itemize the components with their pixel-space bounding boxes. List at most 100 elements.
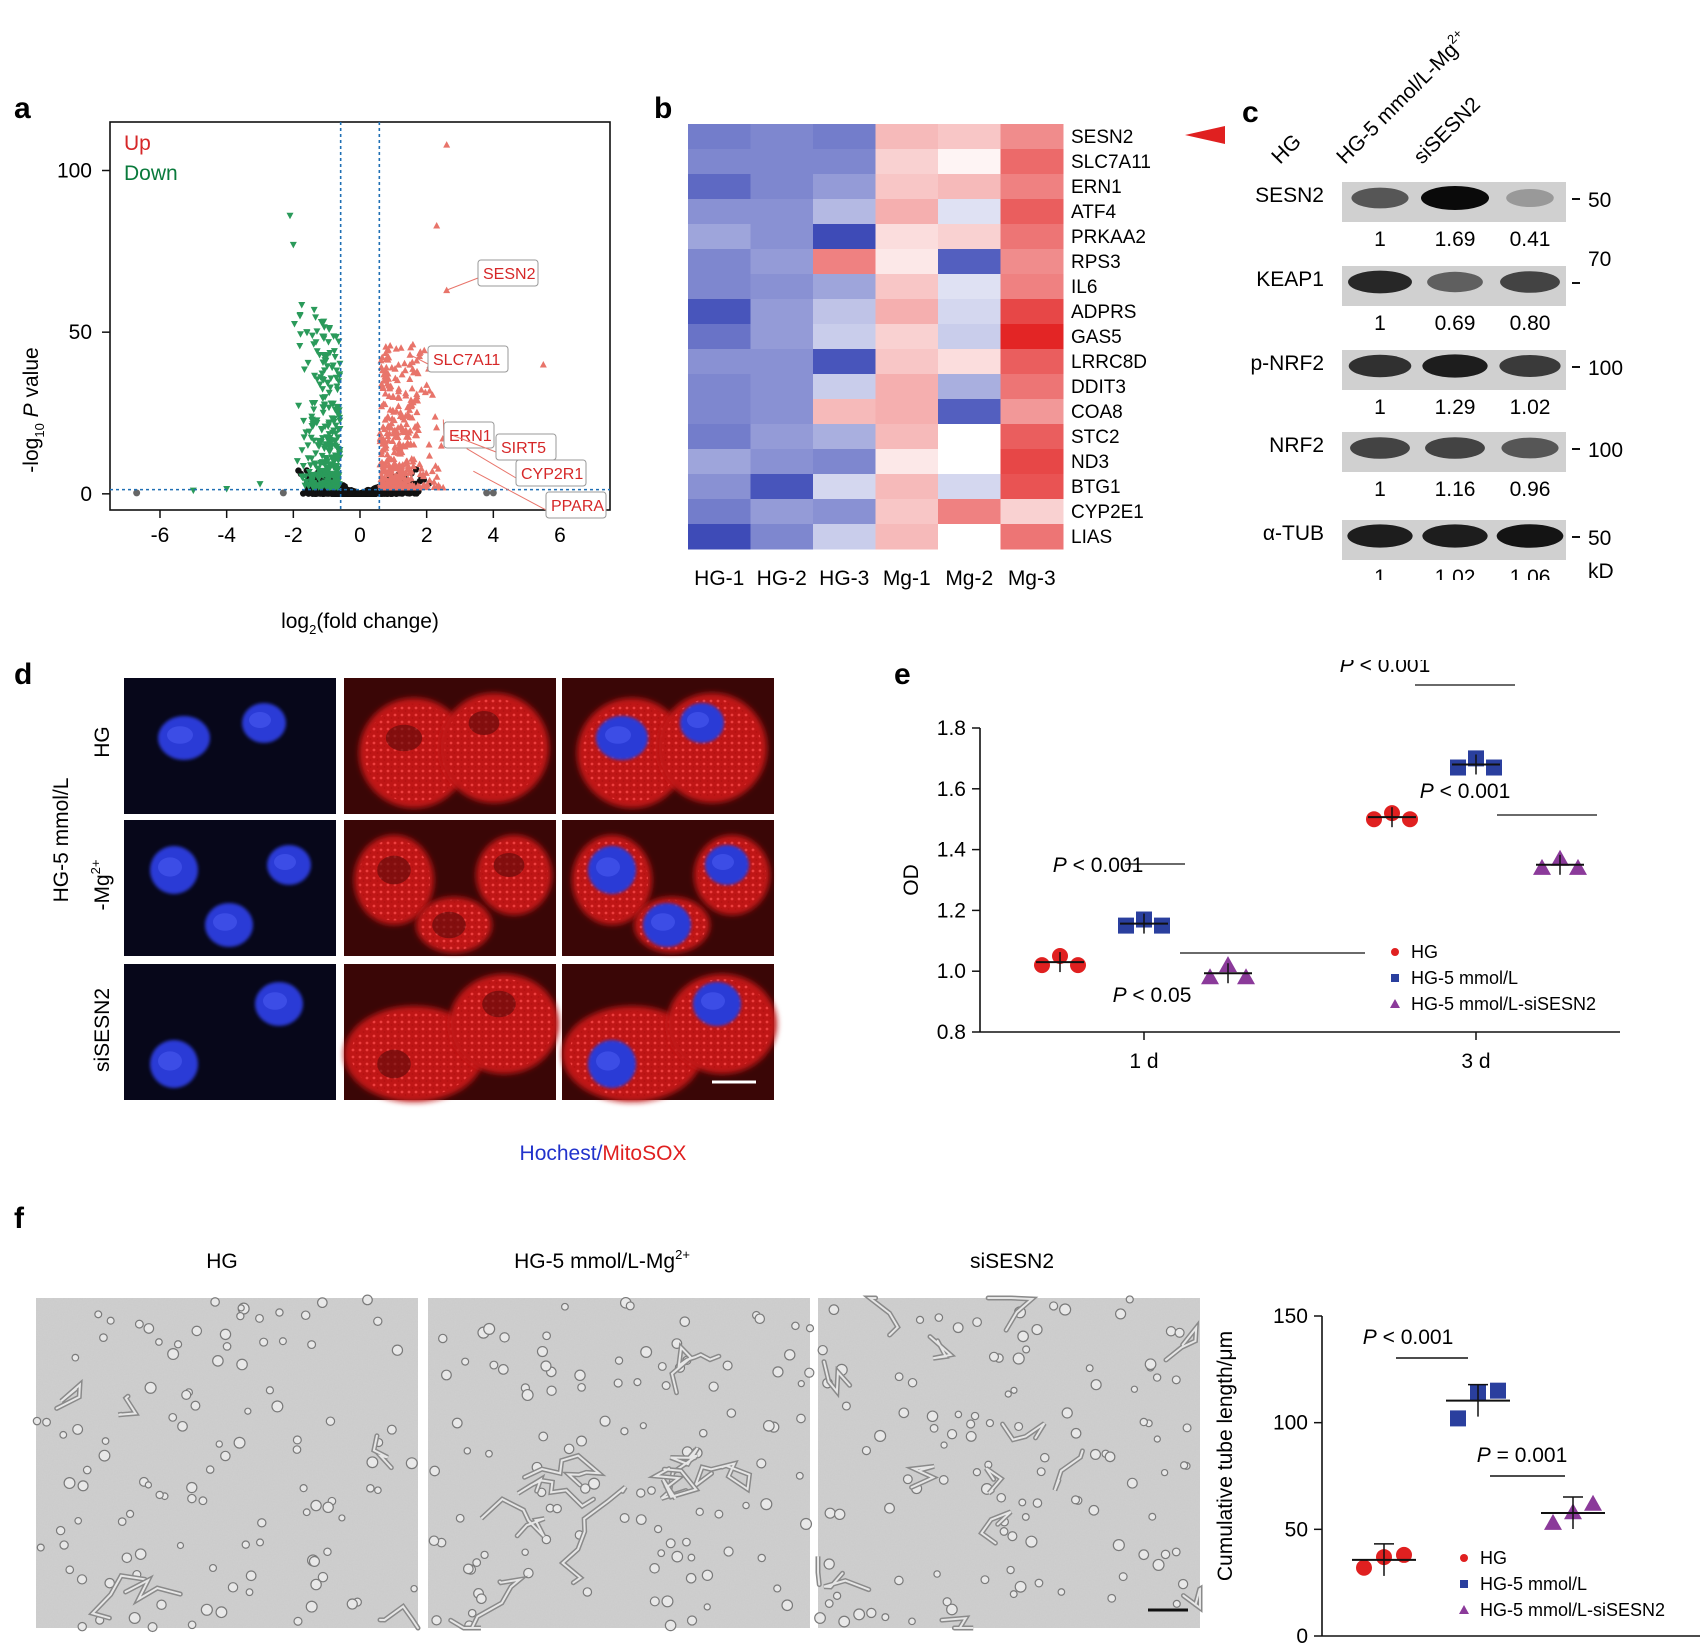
- od-axes: 0.8 1.0 1.2 1.4 1.6 1.8 OD 1 d 3 d: [900, 717, 1620, 1073]
- heatmap-cell: [1000, 149, 1064, 175]
- cell: [972, 1467, 982, 1477]
- ns-point: [309, 489, 316, 496]
- up-point: [433, 473, 441, 480]
- cell: [219, 1328, 232, 1341]
- heatmap-cell: [750, 524, 814, 550]
- cell: [833, 1508, 846, 1521]
- cell: [215, 1606, 228, 1619]
- cell: [1014, 1421, 1024, 1432]
- tube-image-texture: [428, 1298, 810, 1628]
- cell: [74, 1516, 83, 1525]
- legend-label: HG-5 mmol/L-siSESN2: [1411, 994, 1596, 1014]
- down-point: [320, 377, 328, 384]
- legend-label: HG-5 mmol/L: [1411, 968, 1518, 988]
- band-quant: 1.29: [1435, 396, 1476, 419]
- cell: [722, 1360, 733, 1371]
- tube-segment-highlight: [1001, 1422, 1046, 1441]
- up-point: [394, 423, 402, 431]
- heatmap-cell: [1000, 449, 1064, 475]
- heatmap-cell: [938, 124, 1001, 150]
- up-point: [433, 221, 441, 229]
- legend-label: HG-5 mmol/L: [1480, 1574, 1587, 1594]
- tube-segment-highlight: [1164, 1324, 1198, 1361]
- heatmap-cell: [938, 524, 1001, 550]
- tube-segment-highlight: [866, 1297, 900, 1337]
- heatmap-cell: [1000, 324, 1064, 350]
- down-point: [333, 454, 341, 461]
- cell: [946, 1603, 958, 1616]
- heatmap-cell: [938, 374, 1001, 400]
- down-point: [328, 364, 336, 372]
- cell: [186, 1481, 198, 1494]
- cell: [636, 1488, 646, 1498]
- down-point: [327, 472, 335, 480]
- up-point: [378, 353, 386, 361]
- cell: [866, 1607, 877, 1619]
- up-point: [383, 450, 391, 458]
- volcano-xlabel: log2(fold change): [281, 610, 439, 637]
- heatmap-row-label: PRKAA2: [1071, 227, 1146, 248]
- cell: [657, 1361, 667, 1371]
- cell: [156, 1599, 167, 1610]
- cell: [386, 1424, 397, 1435]
- heatmap-cell: [813, 149, 876, 175]
- heatmap-cell: [875, 424, 939, 450]
- up-point: [406, 469, 414, 476]
- significance-label: P < 0.001: [1053, 854, 1144, 877]
- tube-segment-highlight: [1182, 1587, 1201, 1610]
- cell: [742, 1501, 750, 1510]
- heatmap-cell: [750, 199, 814, 225]
- legend-marker: [1460, 1580, 1468, 1588]
- cell: [582, 1587, 593, 1597]
- data-point: [1356, 1559, 1372, 1576]
- down-point: [317, 484, 325, 491]
- cell: [255, 1313, 264, 1323]
- nucleus-shadow: [432, 911, 466, 939]
- heatmap-cell: [938, 324, 1001, 350]
- nucleus-highlight: [701, 992, 725, 1010]
- down-point: [316, 381, 324, 388]
- cell: [1118, 1572, 1128, 1582]
- cell: [1177, 1578, 1189, 1590]
- cell: [1152, 1558, 1165, 1571]
- heatmap-cell: [750, 449, 814, 475]
- nucleus-highlight: [249, 712, 271, 728]
- cell: [679, 1316, 691, 1327]
- heatmap-row-label: BTG1: [1071, 477, 1121, 498]
- cell: [147, 1622, 158, 1633]
- up-point: [409, 340, 417, 348]
- cell: [316, 1297, 328, 1309]
- legend-marker: [1459, 1605, 1469, 1614]
- cell: [625, 1301, 635, 1311]
- cell: [233, 1436, 246, 1449]
- band-quant: 1.69: [1435, 228, 1476, 251]
- cell: [1089, 1448, 1102, 1460]
- down-point: [302, 478, 310, 486]
- panel-c-western-blot: c HG HG-5 mmol/L-Mg2+ siSESN2 SESN2 50 1 1.…: [1242, 26, 1623, 580]
- cell: [640, 1346, 653, 1358]
- tube-segment-highlight: [985, 1467, 1003, 1494]
- down-point: [310, 460, 318, 467]
- cell: [1172, 1599, 1181, 1608]
- down-point: [304, 442, 312, 449]
- up-point: [416, 349, 424, 357]
- cell: [938, 1475, 949, 1485]
- up-point: [428, 391, 436, 398]
- heatmap-cell: [813, 474, 876, 500]
- heatmap-cell: [938, 449, 1001, 475]
- cell: [620, 1427, 629, 1436]
- down-point: [317, 459, 325, 467]
- cell: [653, 1524, 663, 1534]
- tube-segment-highlight: [652, 1467, 698, 1500]
- callout-label: ERN1: [449, 428, 492, 445]
- up-point: [426, 476, 434, 484]
- panel-d-fluorescence: d HG -Mg2+ siSESN2 HG-5 mmol/L Hochest/M…: [14, 660, 777, 1165]
- up-point: [398, 370, 406, 378]
- cell: [521, 1388, 534, 1402]
- tube-segment-highlight: [55, 1382, 82, 1410]
- cell: [65, 1565, 75, 1575]
- heatmap-cell: [688, 349, 751, 375]
- down-point: [300, 434, 308, 441]
- up-point: [428, 467, 436, 475]
- significance-label: P < 0.001: [1340, 660, 1431, 677]
